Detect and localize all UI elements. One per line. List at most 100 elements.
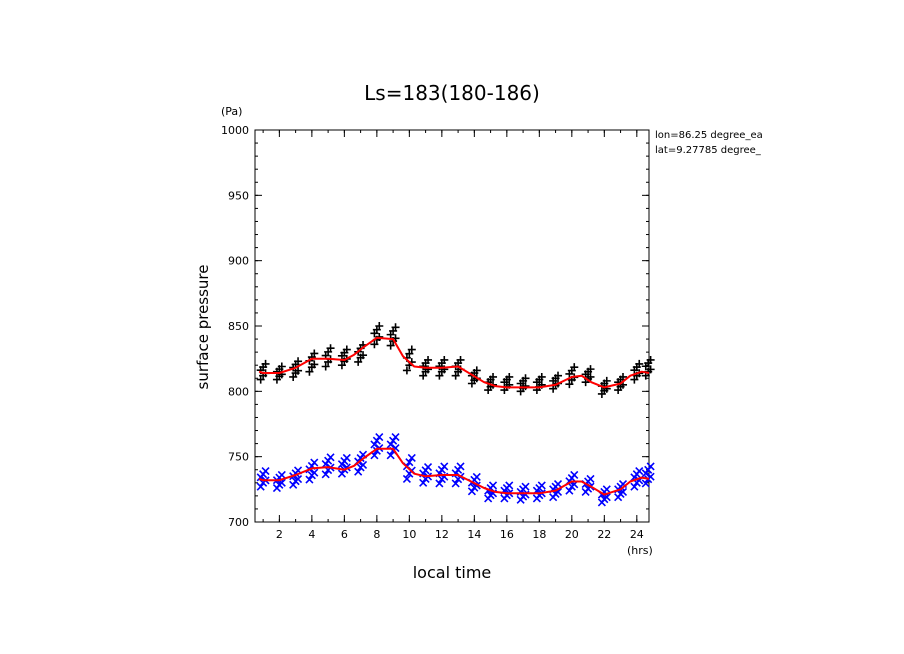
plus-point xyxy=(570,363,579,372)
plus-point xyxy=(294,357,303,366)
info-lon: lon=86.25 degree_ea xyxy=(655,130,763,141)
cross-point xyxy=(451,479,460,488)
plus-point xyxy=(619,372,628,381)
plus-point xyxy=(521,374,530,383)
y-tick-label: 800 xyxy=(228,385,249,398)
plus-point xyxy=(310,349,319,358)
y-tick-label: 850 xyxy=(228,320,249,333)
x-tick-label: 18 xyxy=(532,528,546,541)
plus-point xyxy=(321,362,330,371)
plus-point xyxy=(646,355,655,364)
y-tick-label: 900 xyxy=(228,255,249,268)
cross-point xyxy=(386,451,395,460)
plus-point xyxy=(277,362,286,371)
plus-point xyxy=(391,323,400,332)
cross-point xyxy=(602,485,611,494)
plus-point xyxy=(440,355,449,364)
plus-point xyxy=(489,372,498,381)
plus-point xyxy=(359,351,368,360)
plus-point xyxy=(370,340,379,349)
cross-point xyxy=(326,453,335,462)
cross-point xyxy=(635,466,644,476)
cross-point xyxy=(423,463,433,472)
cross-point xyxy=(372,436,381,445)
plus-point xyxy=(537,372,546,381)
cross-point xyxy=(586,474,595,483)
plus-point xyxy=(472,366,481,375)
cross-point xyxy=(440,462,449,471)
cross-point xyxy=(521,482,530,491)
cross-point xyxy=(386,440,395,449)
cross-point xyxy=(435,479,444,488)
plus-point xyxy=(602,376,611,385)
x-unit-label: (hrs) xyxy=(627,544,653,557)
y-tick-label: 950 xyxy=(228,189,249,202)
cross-point xyxy=(407,453,416,463)
info-lat: lat=9.27785 degree_ xyxy=(655,145,762,156)
cross-point xyxy=(337,469,346,478)
cross-point xyxy=(305,475,314,484)
x-tick-label: 12 xyxy=(435,528,449,541)
cross-point xyxy=(402,474,411,483)
cross-point xyxy=(354,467,363,476)
y-axis-label: surface pressure xyxy=(194,265,212,390)
plus-point xyxy=(635,359,644,368)
plus-point xyxy=(261,359,270,368)
x-tick-label: 14 xyxy=(467,528,481,541)
x-tick-label: 24 xyxy=(630,528,644,541)
cross-point xyxy=(389,436,398,445)
cross-point xyxy=(505,481,514,490)
cross-point xyxy=(375,433,384,442)
y-tick-label: 1000 xyxy=(221,124,249,137)
x-tick-label: 16 xyxy=(500,528,514,541)
plus-point xyxy=(646,365,655,374)
x-tick-label: 2 xyxy=(276,528,283,541)
chart-title: Ls=183(180-186) xyxy=(364,81,540,105)
cross-point xyxy=(391,433,400,442)
cross-point xyxy=(646,462,655,471)
x-tick-label: 6 xyxy=(341,528,348,541)
plus-point xyxy=(554,371,563,380)
x-tick-label: 22 xyxy=(597,528,611,541)
x-tick-label: 4 xyxy=(308,528,315,541)
plus-point xyxy=(294,366,303,375)
plus-point xyxy=(424,365,433,374)
cross-point xyxy=(570,470,579,480)
x-tick-label: 8 xyxy=(373,528,380,541)
cross-point xyxy=(641,479,650,488)
cross-point xyxy=(358,460,368,469)
cross-point xyxy=(261,466,270,476)
plus-point xyxy=(310,360,319,369)
mean-line xyxy=(258,336,650,389)
x-tick-label: 20 xyxy=(565,528,579,541)
plus-point xyxy=(586,372,595,381)
cross-point xyxy=(537,481,546,490)
plus-point xyxy=(505,372,514,381)
plus-point xyxy=(342,345,351,354)
cross-point xyxy=(342,453,351,463)
cross-point xyxy=(472,472,481,481)
plus-point xyxy=(326,344,335,353)
plus-point xyxy=(456,355,465,364)
cross-point xyxy=(630,482,639,491)
plus-point xyxy=(375,322,384,330)
cross-point xyxy=(293,474,303,484)
cross-point xyxy=(565,486,574,495)
plus-point xyxy=(405,349,414,358)
x-axis-label: local time xyxy=(413,563,492,582)
cross-point xyxy=(553,480,563,489)
cross-point xyxy=(521,490,530,499)
cross-point xyxy=(405,458,414,467)
cross-point xyxy=(456,462,465,471)
plus-point xyxy=(305,367,314,376)
cross-point xyxy=(370,440,379,449)
cross-point xyxy=(310,468,319,477)
plus-point xyxy=(521,382,530,391)
x-tick-label: 10 xyxy=(402,528,416,541)
mean-line xyxy=(258,447,650,496)
plus-point xyxy=(386,341,395,350)
y-tick-label: 700 xyxy=(228,516,249,529)
plus-point xyxy=(402,366,411,375)
plus-point xyxy=(565,380,574,389)
